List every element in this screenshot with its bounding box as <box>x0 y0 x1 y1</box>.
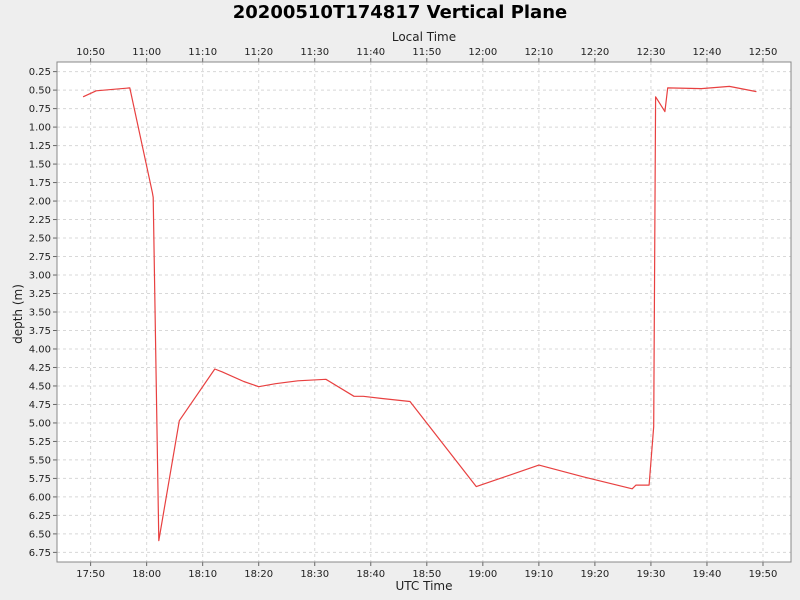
chart-title: 20200510T174817 Vertical Plane <box>233 2 567 23</box>
y-tick-label: 5.75 <box>29 474 51 485</box>
x-tick-label: 18:50 <box>412 569 441 580</box>
y-tick-label: 6.75 <box>29 548 51 559</box>
y-tick-label: 1.50 <box>29 160 51 171</box>
x-tick-label: 19:30 <box>637 569 666 580</box>
x2-tick-label: 11:20 <box>244 47 273 58</box>
y-tick-label: 2.50 <box>29 234 51 245</box>
y-tick-label: 0.25 <box>29 67 51 78</box>
y-tick-label: 4.00 <box>29 344 51 355</box>
series-layer <box>82 85 757 542</box>
depth-axis-label: depth (m) <box>11 284 25 344</box>
x-tick-label: 18:40 <box>356 569 385 580</box>
x-tick-label: 19:10 <box>524 569 553 580</box>
y-tick-label: 4.50 <box>29 381 51 392</box>
local-time-axis-label: Local Time <box>392 30 456 44</box>
y-tick-label: 1.75 <box>29 178 51 189</box>
x-tick-label: 17:50 <box>76 569 105 580</box>
utc-time-axis-label: UTC Time <box>396 579 453 593</box>
y-tick-label: 6.00 <box>29 492 51 503</box>
depth-series-line <box>82 85 757 542</box>
y-tick-label: 4.75 <box>29 400 51 411</box>
x2-tick-label: 10:50 <box>76 47 105 58</box>
x2-tick-label: 12:00 <box>468 47 497 58</box>
x-tick-label: 18:30 <box>300 569 329 580</box>
x2-tick-label: 11:10 <box>188 47 217 58</box>
x-tick-label: 19:00 <box>468 569 497 580</box>
y-tick-label: 6.25 <box>29 511 51 522</box>
y-tick-label: 6.50 <box>29 529 51 540</box>
x2-tick-label: 12:20 <box>580 47 609 58</box>
y-tick-label: 3.50 <box>29 308 51 319</box>
y-tick-label: 2.00 <box>29 197 51 208</box>
x2-tick-label: 12:50 <box>749 47 778 58</box>
grid <box>57 62 791 562</box>
y-tick-label: 2.75 <box>29 252 51 263</box>
y-tick-label: 5.50 <box>29 455 51 466</box>
x2-tick-label: 11:40 <box>356 47 385 58</box>
x2-tick-label: 12:40 <box>693 47 722 58</box>
y-tick-label: 2.25 <box>29 215 51 226</box>
y-tick-label: 3.00 <box>29 271 51 282</box>
y-tick-label: 3.25 <box>29 289 51 300</box>
x2-tick-label: 11:30 <box>300 47 329 58</box>
y-tick-label: 3.75 <box>29 326 51 337</box>
y-tick-label: 0.75 <box>29 104 51 115</box>
x-tick-label: 18:20 <box>244 569 273 580</box>
y-tick-label: 5.25 <box>29 437 51 448</box>
x-tick-label: 18:10 <box>188 569 217 580</box>
y-tick-label: 4.25 <box>29 363 51 374</box>
x-tick-label: 19:40 <box>693 569 722 580</box>
x-tick-label: 18:00 <box>132 569 161 580</box>
x-tick-label: 19:20 <box>580 569 609 580</box>
y-tick-label: 5.00 <box>29 418 51 429</box>
x-tick-label: 19:50 <box>749 569 778 580</box>
plot-border <box>56 61 792 563</box>
x2-tick-label: 11:00 <box>132 47 161 58</box>
axis-ticks: 0.25 0.50 0.75 1.00 1.25 1.50 1.75 2.00 2.25 2.50… <box>29 47 778 580</box>
x2-tick-label: 11:50 <box>412 47 441 58</box>
y-tick-label: 1.25 <box>29 141 51 152</box>
x2-tick-label: 12:10 <box>524 47 553 58</box>
y-tick-label: 0.50 <box>29 86 51 97</box>
y-tick-label: 1.00 <box>29 123 51 134</box>
x2-tick-label: 12:30 <box>637 47 666 58</box>
